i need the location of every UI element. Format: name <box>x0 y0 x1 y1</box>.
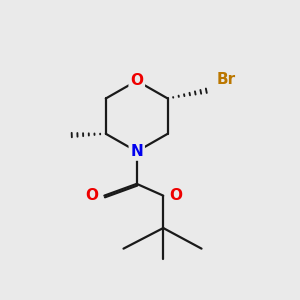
Text: O: O <box>85 188 98 203</box>
Text: N: N <box>130 144 143 159</box>
Text: Br: Br <box>216 72 236 87</box>
Text: O: O <box>169 188 182 203</box>
Text: O: O <box>130 73 143 88</box>
